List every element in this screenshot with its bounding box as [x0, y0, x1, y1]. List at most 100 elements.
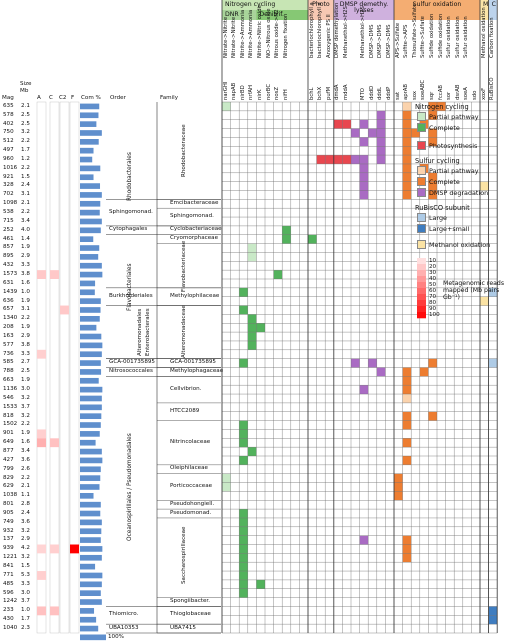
column-description-label: Sulfur oxidation	[463, 16, 470, 58]
legend-rubisco-large-swatch	[417, 213, 426, 222]
photosynthesis-cell	[342, 155, 351, 164]
completeness-bar	[80, 563, 96, 570]
legend-rubisco-large-label: Large	[429, 214, 447, 222]
reads-heat-cell	[37, 429, 46, 439]
mag-id: 939	[3, 545, 14, 552]
mag-id: 841	[3, 563, 14, 569]
column-gene-label: sqr	[428, 91, 435, 100]
dmsp-cell	[376, 367, 386, 377]
column-description-label: Nitrate->Nitrite	[222, 16, 229, 58]
column-group-label: Nitrogen cycling	[225, 1, 276, 8]
sulfur-complete-cell	[428, 102, 437, 111]
reads-column	[59, 101, 70, 634]
mag-size-mb: 2.2	[21, 474, 30, 481]
completeness-bar	[80, 289, 95, 296]
sulfur-partial-cell	[402, 394, 412, 403]
nitrogen-complete-cell	[239, 535, 248, 545]
mag-size-mb: 2.5	[21, 111, 30, 118]
sulfur-complete-cell	[402, 137, 412, 147]
completeness-bar	[80, 546, 103, 552]
sulfur-complete-cell	[402, 163, 412, 173]
mag-size-mb: 3.7	[21, 403, 30, 410]
dmsp-cell	[376, 146, 386, 156]
legend-photosynthesis-label: Photosynthesis	[429, 142, 478, 150]
sample-f-header: F	[71, 95, 75, 101]
dmsp-cell	[359, 119, 369, 129]
completeness-bar	[80, 156, 93, 163]
reads-heat-cell	[37, 438, 46, 448]
mag-size-mb: 1.9	[21, 324, 30, 331]
mag-size-mb: 3.8	[21, 341, 30, 348]
completeness-bar	[80, 422, 101, 428]
dmsp-cell	[359, 385, 369, 395]
rubisco-large-cell	[488, 287, 498, 297]
column-gene-label: RuBisCO	[489, 77, 496, 100]
dmsp-cell	[359, 172, 369, 182]
column-description-label: Sulfite->Sulfate	[420, 16, 427, 58]
completeness-bar	[80, 377, 99, 384]
photosynthesis-cell	[325, 155, 334, 164]
completeness-bar	[80, 147, 94, 154]
completeness-bar	[80, 431, 100, 437]
mag-id: 1221	[3, 554, 18, 561]
completeness-bar	[80, 369, 102, 375]
mag-id: 657	[3, 306, 14, 313]
column-group-band	[333, 0, 394, 20]
column-group-band	[488, 0, 498, 20]
reads-scale-step	[417, 258, 426, 265]
mag-size-mb: 1.5	[21, 173, 30, 180]
completeness-bar	[80, 103, 100, 110]
column-description-label: Nitrate->Nitrite	[231, 16, 238, 58]
mag-size-mb: 2.1	[21, 483, 30, 490]
family-label: HTCC2089	[170, 407, 200, 414]
column-gene-label: dsrAB	[454, 84, 461, 100]
mag-size-mb: 2.1	[21, 102, 30, 109]
column-gene-label: dmdA	[334, 84, 341, 100]
mag-size-mb: 5.3	[21, 571, 30, 578]
family-label: Cellvibrion.	[170, 385, 202, 392]
completeness-bar	[80, 608, 95, 614]
column-gene-label: sox	[411, 91, 418, 100]
family-label: Emcibacteraceae	[170, 199, 219, 206]
nitrogen-complete-cell	[239, 358, 248, 368]
completeness-bar	[80, 510, 101, 517]
completeness-bar	[80, 537, 101, 543]
family-header: Family	[160, 95, 178, 101]
mag-id: 137	[3, 536, 14, 543]
family-label: Porticoccaceae	[170, 482, 213, 489]
completeness-bar	[80, 484, 100, 490]
completeness-bar	[80, 519, 102, 526]
family-label: Sphingomonad.	[170, 213, 214, 220]
sulfur-complete-cell	[402, 155, 412, 164]
column-gene-label: soeABC	[420, 79, 427, 100]
mag-size-mb: 2.7	[21, 359, 30, 366]
mag-id: 1573	[3, 270, 18, 277]
mag-id: 635	[3, 102, 14, 109]
mag-id: 546	[3, 394, 14, 401]
mag-id: 932	[3, 527, 14, 534]
reads-scale-tick: 60	[429, 288, 437, 294]
sulfur-complete-cell	[402, 376, 412, 386]
mag-size-mb: 1.7	[21, 616, 30, 623]
column-description-label: Sulfide oxidation	[428, 13, 435, 58]
family-label: Alteromonadaceae	[181, 305, 187, 359]
sulfur-complete-cell	[402, 190, 412, 200]
mag-size-mb: 2.5	[21, 120, 30, 127]
reads-scale-title: Metagenomic reads mapped (Mb pairs Gb⁻¹)	[443, 280, 505, 301]
mag-id: 578	[3, 111, 14, 118]
sulfur-complete-cell	[402, 544, 412, 554]
nitrogen-complete-cell	[273, 270, 283, 279]
completeness-scale-bar	[80, 634, 106, 641]
mag-size-mb: 3.6	[21, 456, 30, 463]
sulfur-complete-cell	[394, 473, 403, 483]
photosynthesis-cell	[316, 155, 326, 164]
reads-heat-cell	[37, 606, 46, 616]
column-group-band	[480, 0, 489, 20]
mag-size-mb: 2.3	[21, 624, 30, 631]
column-gene-label: sat	[394, 91, 401, 100]
mag-size-mb: 3.6	[21, 518, 30, 525]
reads-scale-step	[417, 312, 426, 319]
family-label: Oleiphilaceae	[170, 465, 208, 472]
completeness-bar	[80, 351, 102, 358]
